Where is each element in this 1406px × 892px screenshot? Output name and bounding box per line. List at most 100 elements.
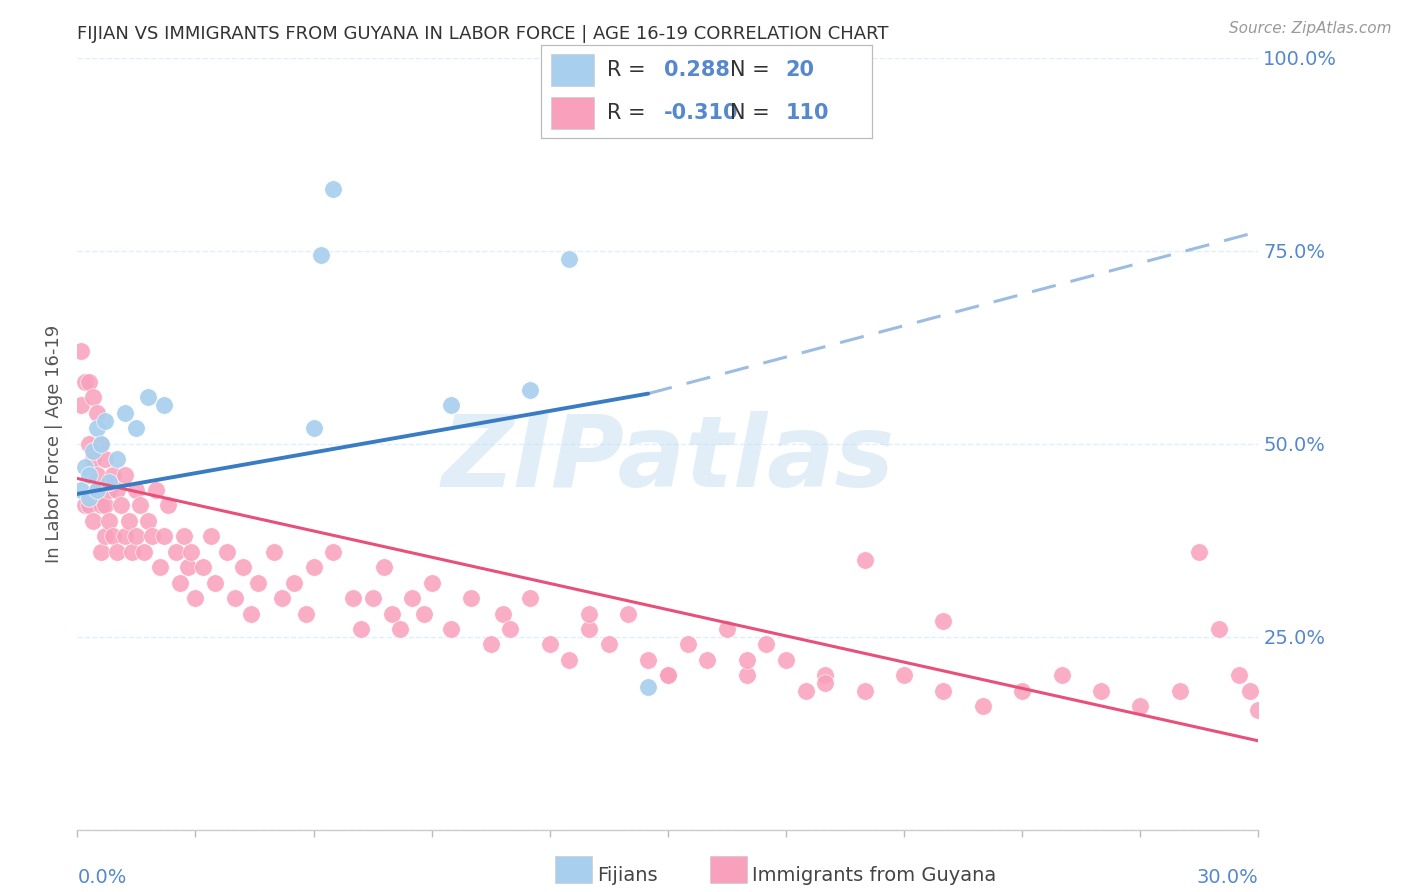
Point (342, 591, 364, 605)
Point (519, 383, 541, 397)
Point (696, 653, 718, 667)
Point (972, 699, 994, 714)
Point (136, 391, 159, 405)
Point (77, 375, 100, 389)
Point (311, 248, 333, 262)
Point (101, 467, 124, 482)
Point (75, 375, 97, 389)
Point (77, 467, 100, 482)
Point (90, 499, 112, 513)
Point (82, 514, 104, 528)
Text: 30.0%: 30.0% (1197, 869, 1258, 888)
Point (86, 421, 108, 435)
Point (90, 436, 112, 450)
Point (149, 560, 172, 574)
Point (110, 499, 132, 513)
Point (932, 614, 955, 628)
Point (637, 680, 659, 694)
Point (322, 545, 344, 559)
Point (193, 560, 215, 574)
Point (460, 591, 482, 605)
Point (598, 637, 620, 651)
Point (814, 676, 837, 690)
Point (125, 483, 148, 497)
Point (1050, 668, 1073, 682)
Point (239, 607, 262, 621)
Point (156, 499, 179, 513)
Point (491, 607, 513, 621)
Text: 110: 110 (786, 103, 830, 123)
Text: 20: 20 (786, 60, 815, 80)
Point (70, 483, 93, 497)
Point (519, 591, 541, 605)
Point (153, 398, 176, 412)
Point (180, 545, 202, 559)
Point (94, 529, 117, 543)
Point (499, 622, 522, 636)
Text: R =: R = (607, 60, 652, 80)
Point (657, 668, 679, 682)
Point (86, 406, 108, 420)
Text: Fijians: Fijians (598, 866, 658, 886)
Point (90, 436, 112, 450)
Point (94, 414, 117, 428)
Point (169, 575, 191, 590)
Point (853, 552, 876, 566)
Text: R =: R = (607, 103, 652, 123)
Point (440, 622, 463, 636)
Point (322, 182, 344, 196)
Point (263, 545, 285, 559)
Point (361, 591, 384, 605)
Point (440, 398, 463, 412)
Point (247, 575, 270, 590)
Point (82, 391, 104, 405)
Point (105, 545, 128, 559)
Point (294, 607, 316, 621)
Y-axis label: In Labor Force | Age 16-19: In Labor Force | Age 16-19 (45, 325, 63, 563)
Point (77, 499, 100, 513)
Point (86, 467, 108, 482)
Point (101, 529, 124, 543)
Point (373, 560, 395, 574)
Text: -0.310: -0.310 (664, 103, 738, 123)
Point (735, 668, 758, 682)
Point (558, 252, 581, 266)
Point (271, 591, 294, 605)
Point (117, 514, 139, 528)
Point (479, 637, 502, 651)
Point (1227, 668, 1250, 682)
Point (176, 560, 198, 574)
Point (1090, 683, 1112, 698)
Point (82, 452, 104, 467)
Point (893, 668, 915, 682)
Point (125, 529, 148, 543)
Point (420, 575, 443, 590)
Point (105, 483, 128, 497)
Point (129, 499, 152, 513)
Point (350, 622, 373, 636)
Point (94, 499, 117, 513)
Point (578, 607, 600, 621)
Text: Source: ZipAtlas.com: Source: ZipAtlas.com (1229, 21, 1392, 36)
Point (215, 545, 238, 559)
Point (412, 607, 434, 621)
Point (121, 545, 143, 559)
Point (283, 575, 305, 590)
Point (200, 529, 222, 543)
Point (381, 607, 404, 621)
Point (70, 398, 93, 412)
Point (153, 529, 176, 543)
Point (90, 545, 112, 559)
Point (97, 475, 120, 490)
Point (657, 668, 679, 682)
Point (1247, 703, 1270, 717)
Point (204, 575, 226, 590)
Point (302, 421, 325, 435)
Point (401, 591, 423, 605)
Text: 0.0%: 0.0% (77, 869, 127, 888)
Point (86, 483, 108, 497)
Text: N =: N = (730, 60, 776, 80)
Point (114, 467, 136, 482)
Point (676, 637, 699, 651)
Point (814, 668, 837, 682)
